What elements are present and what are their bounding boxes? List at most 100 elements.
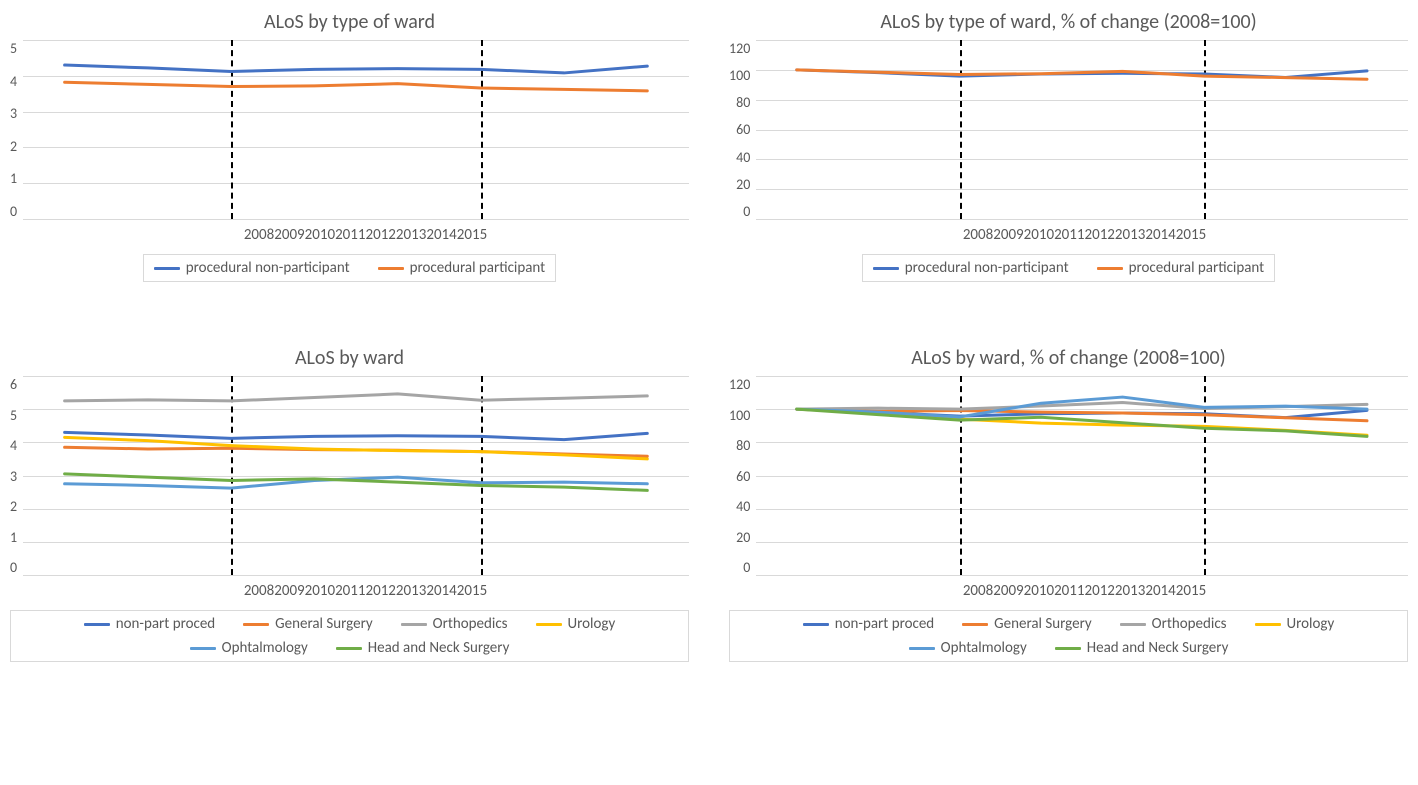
- chart-title: ALoS by ward, % of change (2008=100): [911, 346, 1225, 370]
- y-tick-label: 6: [10, 376, 17, 393]
- legend: procedural non-participant procedural par…: [143, 254, 556, 282]
- plot-area: 6543210: [10, 376, 689, 576]
- legend-swatch: [536, 623, 562, 626]
- legend-item: Ophtalmology: [909, 639, 1027, 657]
- x-axis: 20082009201020112012201320142015: [244, 220, 487, 244]
- legend-item: procedural participant: [378, 259, 546, 277]
- y-tick-label: 3: [10, 468, 17, 485]
- legend-swatch: [401, 623, 427, 626]
- y-tick-label: 40: [736, 498, 750, 515]
- x-tick-label: 2009: [993, 226, 1023, 244]
- x-tick-label: 2013: [396, 226, 426, 244]
- legend-item: Urology: [536, 615, 616, 633]
- legend-swatch: [873, 267, 899, 270]
- y-tick-label: 3: [10, 105, 17, 122]
- x-tick-label: 2011: [335, 226, 365, 244]
- gridline: [23, 575, 689, 576]
- x-tick-label: 2008: [244, 582, 274, 600]
- x-tick-label: 2015: [457, 226, 487, 244]
- legend-label: procedural non-participant: [186, 259, 350, 277]
- x-axis: 20082009201020112012201320142015: [963, 220, 1206, 244]
- legend-item: Urology: [1255, 615, 1335, 633]
- x-tick-label: 2015: [1176, 226, 1206, 244]
- legend-swatch: [154, 267, 180, 270]
- x-tick-label: 2012: [366, 582, 396, 600]
- series-lines: [23, 40, 689, 219]
- y-tick-label: 1: [10, 529, 17, 546]
- legend-label: non-part proced: [116, 615, 215, 633]
- x-tick-label: 2012: [366, 226, 396, 244]
- legend-swatch: [803, 623, 829, 626]
- x-tick-label: 2011: [335, 582, 365, 600]
- legend-item: General Surgery: [243, 615, 373, 633]
- chart-alos-ward-pct: ALoS by ward, % of change (2008=100)1201…: [729, 346, 1408, 662]
- legend-swatch: [1120, 623, 1146, 626]
- series-line: [65, 432, 648, 439]
- legend-label: procedural non-participant: [905, 259, 1069, 277]
- chart-title: ALoS by type of ward: [264, 10, 435, 34]
- y-tick-label: 0: [10, 559, 17, 576]
- legend-swatch: [336, 647, 362, 650]
- series-line: [65, 82, 648, 91]
- legend-item: General Surgery: [962, 615, 1092, 633]
- x-axis: 20082009201020112012201320142015: [963, 576, 1206, 600]
- y-tick-label: 4: [10, 73, 17, 90]
- legend-swatch: [1055, 647, 1081, 650]
- y-tick-label: 1: [10, 170, 17, 187]
- x-tick-label: 2013: [1115, 226, 1145, 244]
- x-tick-label: 2008: [244, 226, 274, 244]
- y-tick-label: 120: [729, 376, 750, 393]
- x-tick-label: 2009: [274, 226, 304, 244]
- x-tick-label: 2012: [1085, 582, 1115, 600]
- chart-grid: ALoS by type of ward54321020082009201020…: [10, 10, 1408, 662]
- x-tick-label: 2015: [457, 582, 487, 600]
- legend-label: procedural participant: [410, 259, 546, 277]
- legend-item: Orthopedics: [401, 615, 508, 633]
- plot-area: 120100806040200: [729, 40, 1408, 220]
- x-tick-label: 2014: [426, 226, 456, 244]
- y-tick-label: 80: [736, 94, 750, 111]
- legend-label: Ophtalmology: [222, 639, 308, 657]
- chart-title: ALoS by ward: [295, 346, 404, 370]
- legend-swatch: [962, 623, 988, 626]
- legend-swatch: [378, 267, 404, 270]
- y-axis: 543210: [10, 40, 23, 220]
- plot-area: 543210: [10, 40, 689, 220]
- y-tick-label: 60: [736, 121, 750, 138]
- y-tick-label: 20: [736, 176, 750, 193]
- legend-label: Urology: [568, 615, 616, 633]
- gridline: [756, 575, 1408, 576]
- legend-swatch: [190, 647, 216, 650]
- legend-label: non-part proced: [835, 615, 934, 633]
- y-tick-label: 2: [10, 498, 17, 515]
- legend-item: procedural non-participant: [873, 259, 1069, 277]
- plot: [756, 376, 1408, 576]
- x-tick-label: 2008: [963, 226, 993, 244]
- chart-alos-type: ALoS by type of ward54321020082009201020…: [10, 10, 689, 326]
- plot: [756, 40, 1408, 220]
- series-lines: [756, 40, 1408, 219]
- legend-label: procedural participant: [1129, 259, 1265, 277]
- x-tick-label: 2014: [1145, 226, 1175, 244]
- y-axis: 120100806040200: [729, 376, 756, 576]
- plot: [23, 376, 689, 576]
- x-tick-label: 2013: [1115, 582, 1145, 600]
- chart-title: ALoS by type of ward, % of change (2008=…: [880, 10, 1256, 34]
- y-tick-label: 80: [736, 437, 750, 454]
- x-tick-label: 2009: [274, 582, 304, 600]
- series-lines: [23, 376, 689, 575]
- legend: non-part procedGeneral SurgeryOrthopedic…: [729, 610, 1408, 662]
- x-tick-label: 2015: [1176, 582, 1206, 600]
- y-axis: 120100806040200: [729, 40, 756, 220]
- legend-label: General Surgery: [275, 615, 373, 633]
- x-tick-label: 2008: [963, 582, 993, 600]
- chart-alos-type-pct: ALoS by type of ward, % of change (2008=…: [729, 10, 1408, 326]
- x-tick-label: 2012: [1085, 226, 1115, 244]
- y-tick-label: 100: [729, 67, 750, 84]
- legend-item: Head and Neck Surgery: [1055, 639, 1229, 657]
- plot: [23, 40, 689, 220]
- y-tick-label: 60: [736, 468, 750, 485]
- y-tick-label: 0: [743, 203, 750, 220]
- series-lines: [756, 376, 1408, 575]
- y-tick-label: 2: [10, 138, 17, 155]
